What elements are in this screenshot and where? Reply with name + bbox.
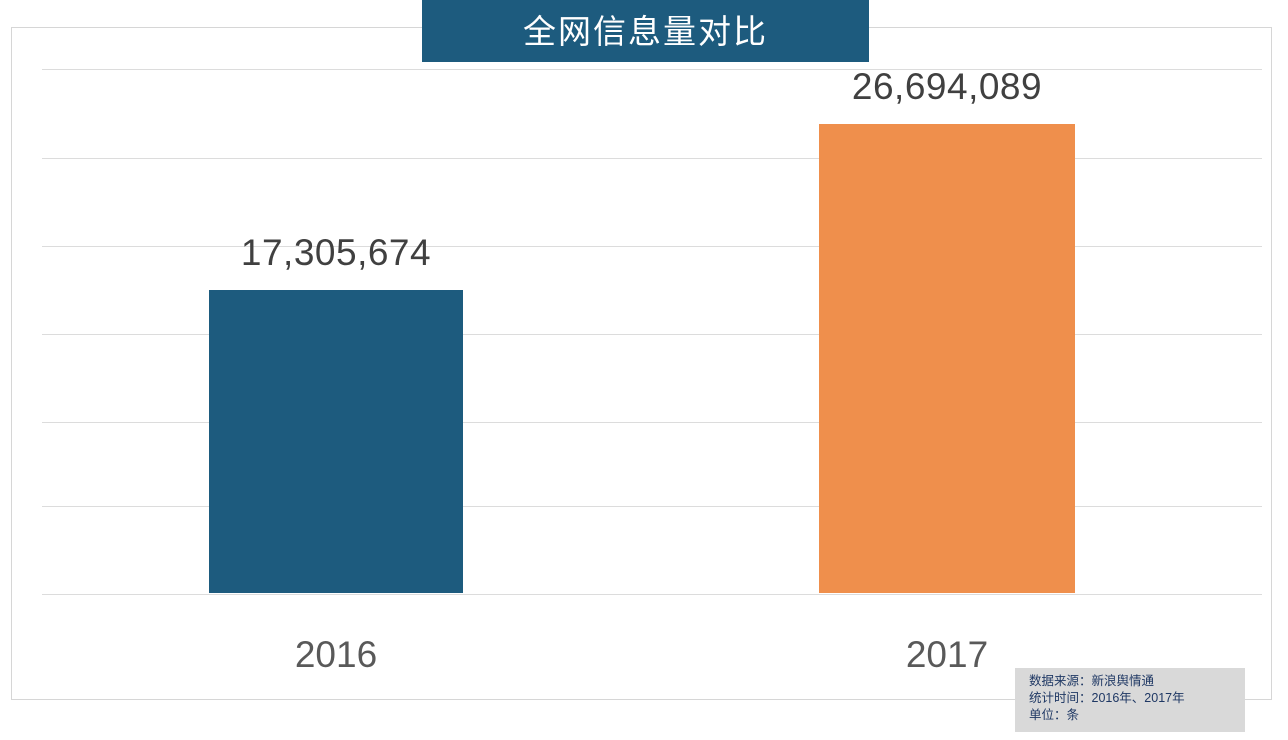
gridline — [42, 158, 1262, 159]
bar-2017[interactable] — [819, 124, 1075, 593]
value-label-2016: 17,305,674 — [240, 232, 432, 273]
gridline — [42, 69, 1262, 70]
gridline — [42, 594, 1262, 595]
source-note-line-unit: 单位：条 — [1029, 708, 1080, 722]
gridline — [42, 334, 1262, 335]
gridline — [42, 422, 1262, 423]
category-label-2017: 2017 — [905, 634, 989, 675]
chart-plot-frame — [11, 27, 1272, 700]
source-note-line-time-range: 统计时间：2016年、2017年 — [1029, 691, 1185, 705]
value-label-2017: 26,694,089 — [851, 66, 1043, 107]
source-note-line-data-source: 数据来源：新浪舆情通 — [1029, 674, 1155, 688]
category-label-2016: 2016 — [294, 634, 378, 675]
chart-title-banner: 全网信息量对比 — [422, 0, 869, 62]
chart-title-text: 全网信息量对比 — [523, 12, 768, 50]
gridline — [42, 506, 1262, 507]
gridline — [42, 246, 1262, 247]
bar-2016[interactable] — [209, 290, 463, 593]
source-note-box: 数据来源：新浪舆情通 统计时间：2016年、2017年 单位：条 — [1015, 668, 1245, 732]
